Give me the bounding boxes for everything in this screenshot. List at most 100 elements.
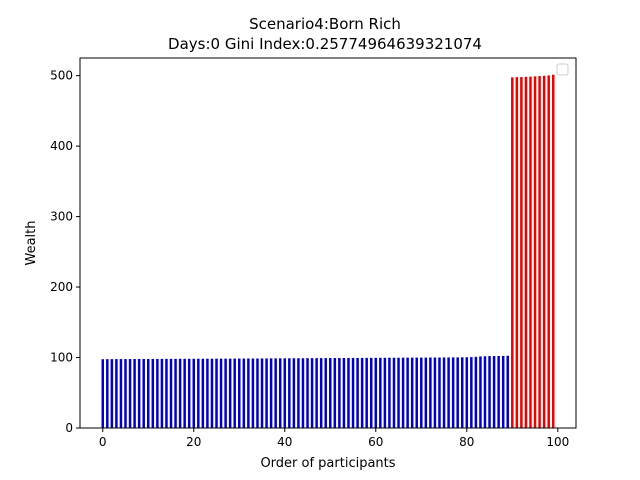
bar-0-78 — [456, 357, 459, 428]
bar-0-57 — [360, 357, 364, 428]
bar-1-6 — [538, 76, 541, 428]
bar-0-88 — [501, 355, 505, 428]
bar-0-80 — [465, 357, 469, 428]
bar-0-1 — [106, 359, 109, 428]
bar-0-18 — [183, 358, 186, 428]
bar-0-82 — [474, 356, 478, 428]
bar-0-45 — [306, 358, 309, 428]
bar-1-3 — [524, 76, 528, 428]
bar-0-64 — [392, 357, 396, 428]
bar-0-77 — [451, 357, 455, 428]
bar-0-36 — [265, 358, 268, 428]
bar-0-30 — [238, 358, 241, 428]
bar-0-26 — [219, 358, 223, 428]
bar-0-42 — [292, 358, 296, 428]
bar-1-7 — [542, 75, 546, 428]
bar-0-31 — [242, 358, 246, 428]
bar-0-52 — [338, 358, 341, 428]
bar-0-72 — [429, 357, 432, 428]
bar-0-16 — [174, 358, 177, 428]
bar-0-84 — [483, 356, 487, 428]
bar-0-83 — [479, 356, 482, 428]
bars-group — [101, 74, 555, 429]
bar-0-7 — [133, 359, 136, 428]
bar-0-48 — [319, 358, 323, 428]
bar-0-37 — [269, 358, 273, 428]
chart-title: Scenario4:Born Rich — [249, 15, 401, 33]
bar-0-49 — [324, 358, 327, 428]
bar-1-8 — [547, 75, 550, 428]
bar-0-17 — [178, 358, 182, 428]
bar-0-29 — [233, 358, 236, 428]
bar-1-0 — [511, 77, 514, 428]
bar-0-58 — [365, 357, 368, 428]
bar-0-0 — [101, 359, 104, 428]
bar-0-56 — [356, 357, 359, 428]
bar-0-66 — [401, 357, 405, 428]
bar-0-11 — [151, 358, 155, 428]
bar-0-61 — [379, 357, 382, 428]
bar-0-51 — [333, 358, 337, 428]
bar-0-50 — [329, 358, 332, 428]
x-tick-label: 0 — [99, 435, 107, 449]
bar-0-3 — [115, 359, 118, 428]
bar-0-67 — [406, 357, 409, 428]
bar-0-54 — [347, 357, 350, 428]
y-tick-label: 0 — [65, 421, 73, 435]
bar-0-71 — [424, 357, 428, 428]
y-tick-label: 500 — [50, 69, 73, 83]
bar-0-6 — [128, 359, 132, 428]
y-tick-label: 100 — [50, 351, 73, 365]
y-tick-label: 200 — [50, 280, 73, 294]
bar-0-21 — [197, 358, 200, 428]
bar-0-32 — [247, 358, 250, 428]
bar-0-8 — [137, 359, 141, 428]
bar-0-60 — [374, 357, 378, 428]
bar-0-53 — [342, 358, 346, 428]
bar-0-20 — [192, 358, 196, 428]
bar-0-46 — [310, 358, 314, 428]
bar-0-47 — [315, 358, 318, 428]
bar-0-39 — [278, 358, 282, 428]
bar-0-70 — [420, 357, 423, 428]
bar-0-5 — [124, 359, 127, 428]
bar-0-25 — [215, 358, 218, 428]
bar-0-55 — [351, 357, 355, 428]
bar-0-15 — [169, 358, 173, 428]
bar-1-4 — [529, 76, 532, 429]
bar-0-38 — [274, 358, 277, 428]
x-tick-label: 40 — [277, 435, 292, 449]
y-tick-label: 300 — [50, 210, 73, 224]
bar-0-27 — [224, 358, 227, 428]
bar-0-40 — [283, 358, 287, 428]
bar-0-28 — [228, 358, 232, 428]
bar-0-43 — [297, 358, 300, 428]
bar-0-87 — [497, 355, 500, 428]
bar-0-35 — [260, 358, 264, 428]
bar-0-75 — [442, 357, 446, 428]
x-tick-label: 20 — [186, 435, 201, 449]
bar-0-79 — [460, 357, 464, 428]
x-axis: 0 20 40 60 80 100 — [99, 428, 569, 449]
bar-0-19 — [187, 358, 191, 428]
bar-0-14 — [165, 358, 168, 428]
bar-0-73 — [433, 357, 437, 428]
bar-0-86 — [492, 356, 496, 428]
bar-0-89 — [506, 355, 509, 428]
bar-1-2 — [520, 77, 523, 428]
bar-0-76 — [447, 357, 450, 428]
y-axis: 0 100 200 300 400 500 — [50, 69, 80, 435]
x-tick-label: 100 — [546, 435, 569, 449]
bar-0-4 — [119, 359, 123, 428]
y-tick-label: 400 — [50, 139, 73, 153]
bar-0-10 — [147, 358, 150, 428]
chart-subtitle: Days:0 Gini Index:0.25774964639321074 — [168, 35, 482, 53]
bar-0-69 — [415, 357, 418, 428]
bar-0-33 — [251, 358, 255, 428]
bar-0-68 — [410, 357, 414, 428]
bar-1-1 — [515, 77, 519, 429]
x-tick-label: 80 — [459, 435, 474, 449]
bar-0-44 — [301, 358, 305, 428]
bar-0-65 — [397, 357, 400, 428]
